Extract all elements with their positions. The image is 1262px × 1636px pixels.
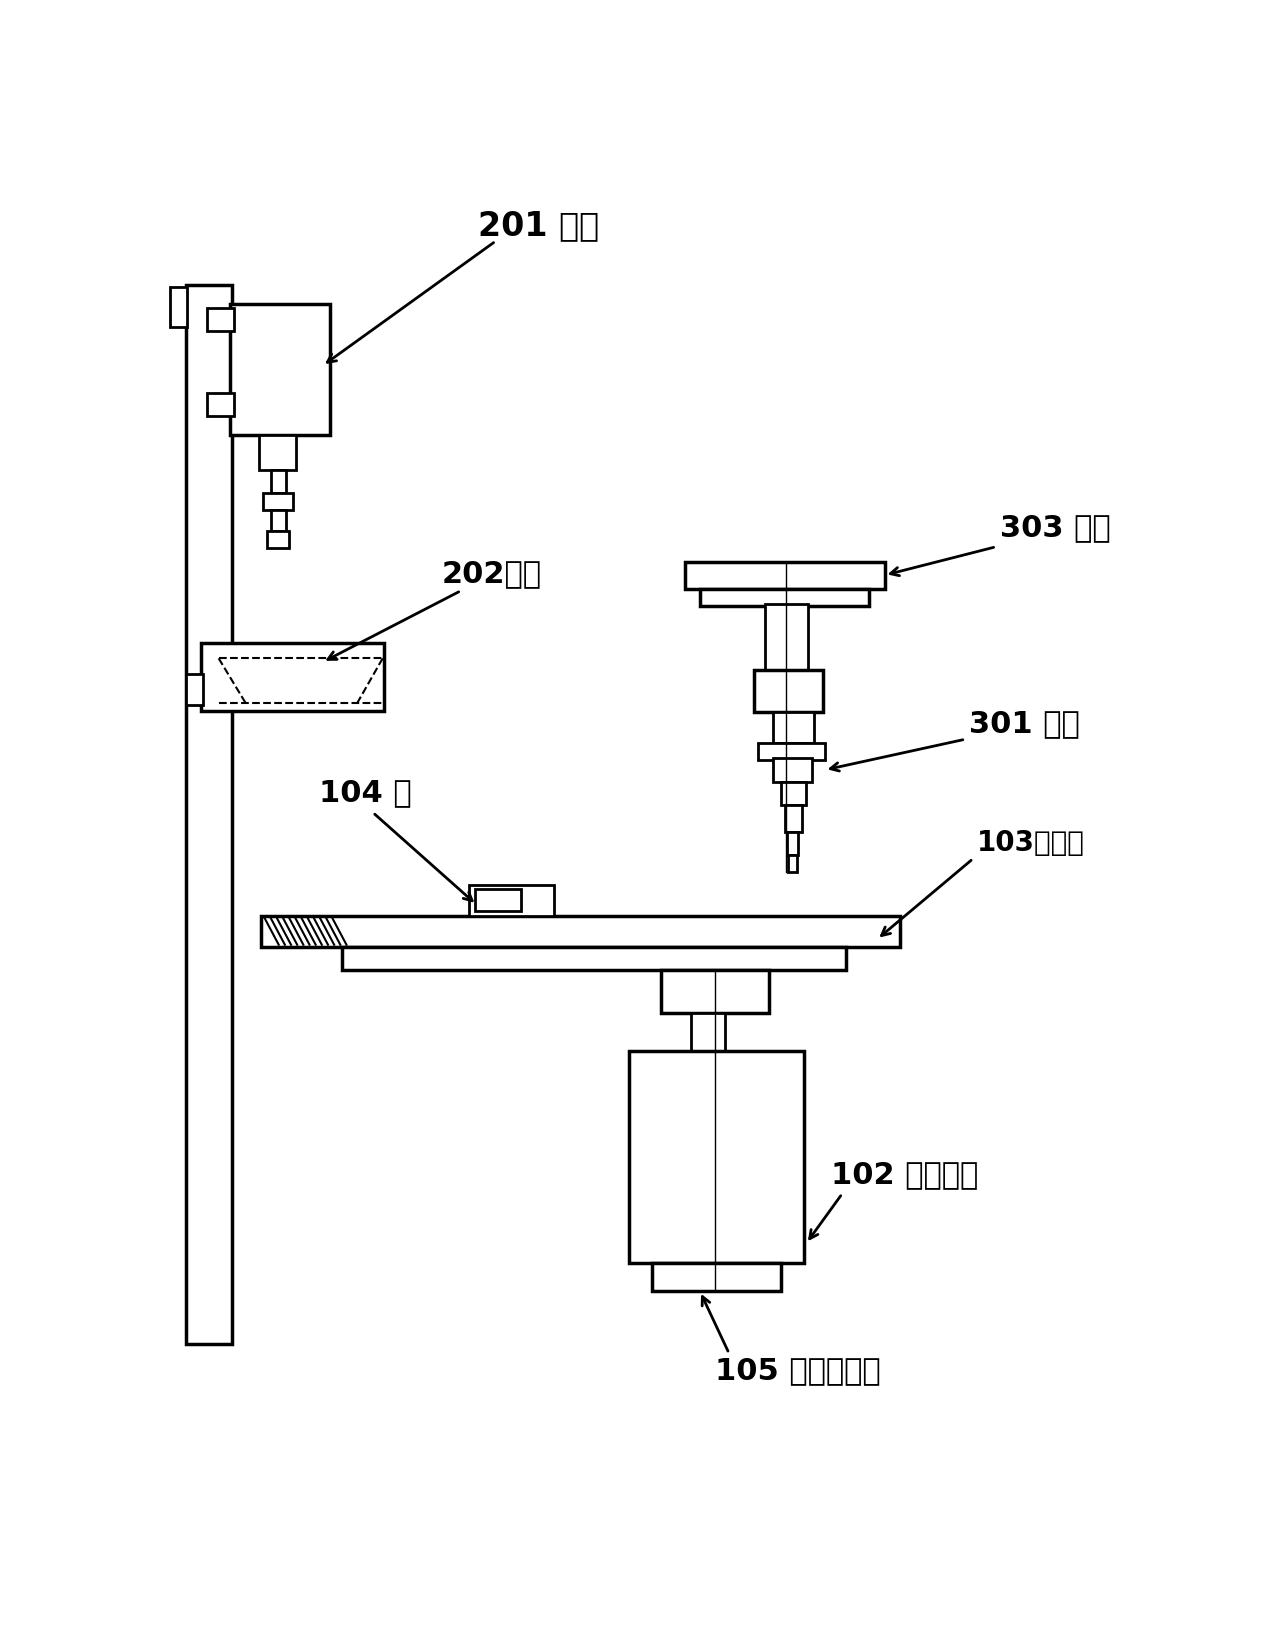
Bar bbox=[260, 435, 295, 470]
Bar bbox=[628, 1050, 804, 1263]
Bar bbox=[261, 916, 900, 947]
Bar bbox=[690, 1013, 724, 1050]
Text: 301 吸嘴: 301 吸嘴 bbox=[969, 710, 1080, 738]
Bar bbox=[785, 805, 801, 831]
Text: 303 箱体: 303 箱体 bbox=[1001, 514, 1111, 542]
Bar bbox=[186, 285, 232, 1343]
Bar bbox=[765, 604, 808, 669]
Text: 202照明: 202照明 bbox=[442, 560, 541, 587]
Bar bbox=[271, 470, 286, 492]
Bar bbox=[207, 393, 233, 416]
Bar bbox=[781, 782, 806, 805]
Text: 105 脉冲电动机: 105 脉冲电动机 bbox=[716, 1356, 881, 1386]
Bar bbox=[268, 532, 289, 548]
Bar bbox=[787, 831, 799, 854]
Bar bbox=[207, 308, 233, 330]
Bar bbox=[201, 643, 384, 710]
Bar bbox=[187, 674, 203, 705]
Bar bbox=[661, 970, 770, 1013]
Bar bbox=[262, 492, 293, 510]
Text: 103供给台: 103供给台 bbox=[977, 829, 1085, 857]
Bar bbox=[342, 947, 847, 970]
Bar bbox=[652, 1263, 781, 1291]
Bar bbox=[757, 743, 824, 761]
Text: 102 供给料斗: 102 供给料斗 bbox=[830, 1160, 978, 1189]
Text: 201 相机: 201 相机 bbox=[477, 209, 598, 242]
Text: 104 槽: 104 槽 bbox=[318, 779, 411, 808]
Bar bbox=[700, 589, 870, 605]
Bar bbox=[271, 510, 286, 532]
Bar bbox=[230, 304, 331, 435]
Bar bbox=[684, 563, 885, 589]
Bar bbox=[469, 885, 554, 916]
Bar bbox=[475, 890, 521, 911]
Bar bbox=[170, 288, 187, 327]
Bar bbox=[753, 669, 823, 712]
Bar bbox=[774, 759, 811, 782]
Bar bbox=[789, 854, 796, 872]
Bar bbox=[774, 712, 814, 743]
